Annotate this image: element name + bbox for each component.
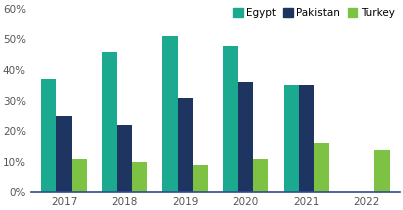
Bar (178, 98, 193, 192)
Legend: Egypt, Pakistan, Turkey: Egypt, Pakistan, Turkey (229, 4, 399, 22)
Bar (253, 159, 268, 192)
Bar (284, 85, 299, 192)
Bar (102, 52, 117, 192)
Bar (56, 116, 72, 192)
Bar (314, 143, 329, 192)
Bar (238, 82, 253, 192)
Bar (223, 46, 238, 192)
Bar (117, 125, 132, 192)
Bar (299, 85, 314, 192)
Bar (132, 162, 147, 192)
Bar (162, 36, 178, 192)
Bar (72, 159, 87, 192)
Bar (374, 150, 390, 192)
Bar (193, 165, 208, 192)
Bar (41, 79, 56, 192)
